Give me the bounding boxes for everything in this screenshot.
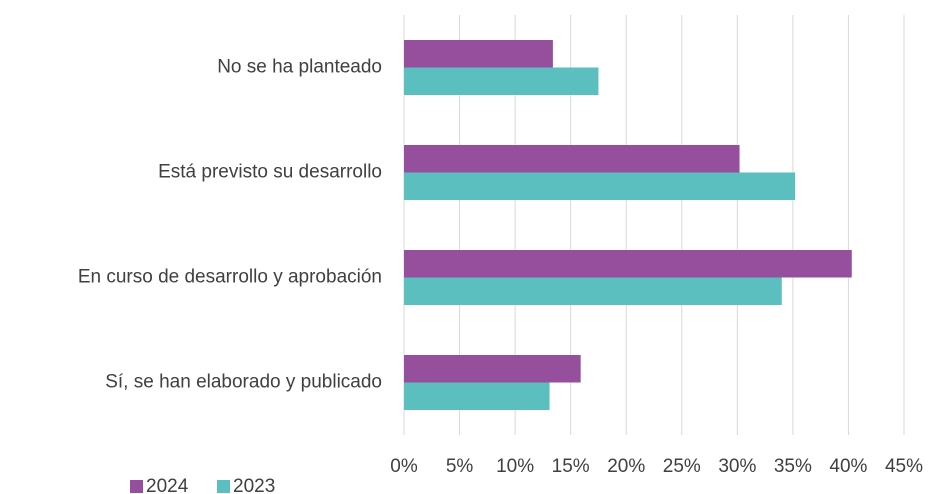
- legend-label: 2024: [146, 476, 189, 494]
- x-tick-label: 45%: [885, 456, 923, 477]
- bar: [404, 67, 599, 95]
- bar: [404, 277, 782, 305]
- y-tick-label: Está previsto su desarrollo: [158, 162, 382, 183]
- y-tick-label: Sí, se han elaborado y publicado: [105, 372, 382, 393]
- x-tick-label: 5%: [446, 456, 474, 477]
- bar: [404, 172, 796, 200]
- x-tick-label: 0%: [390, 456, 418, 477]
- legend-swatch: [217, 480, 230, 493]
- legend-label: 2023: [233, 476, 275, 494]
- legend-swatch: [130, 480, 143, 493]
- bar: [404, 40, 553, 68]
- x-tick-label: 20%: [607, 456, 645, 477]
- x-tick-label: 40%: [829, 456, 867, 477]
- x-tick-label: 10%: [496, 456, 534, 477]
- bar: [404, 355, 581, 383]
- x-tick-label: 25%: [663, 456, 701, 477]
- x-tick-label: 15%: [552, 456, 590, 477]
- x-tick-label: 30%: [718, 456, 756, 477]
- x-tick-label: 35%: [774, 456, 812, 477]
- bar: [404, 250, 852, 278]
- bar: [404, 382, 550, 410]
- bar: [404, 145, 740, 173]
- y-tick-label: No se ha planteado: [217, 57, 382, 78]
- y-tick-label: En curso de desarrollo y aprobación: [78, 267, 382, 288]
